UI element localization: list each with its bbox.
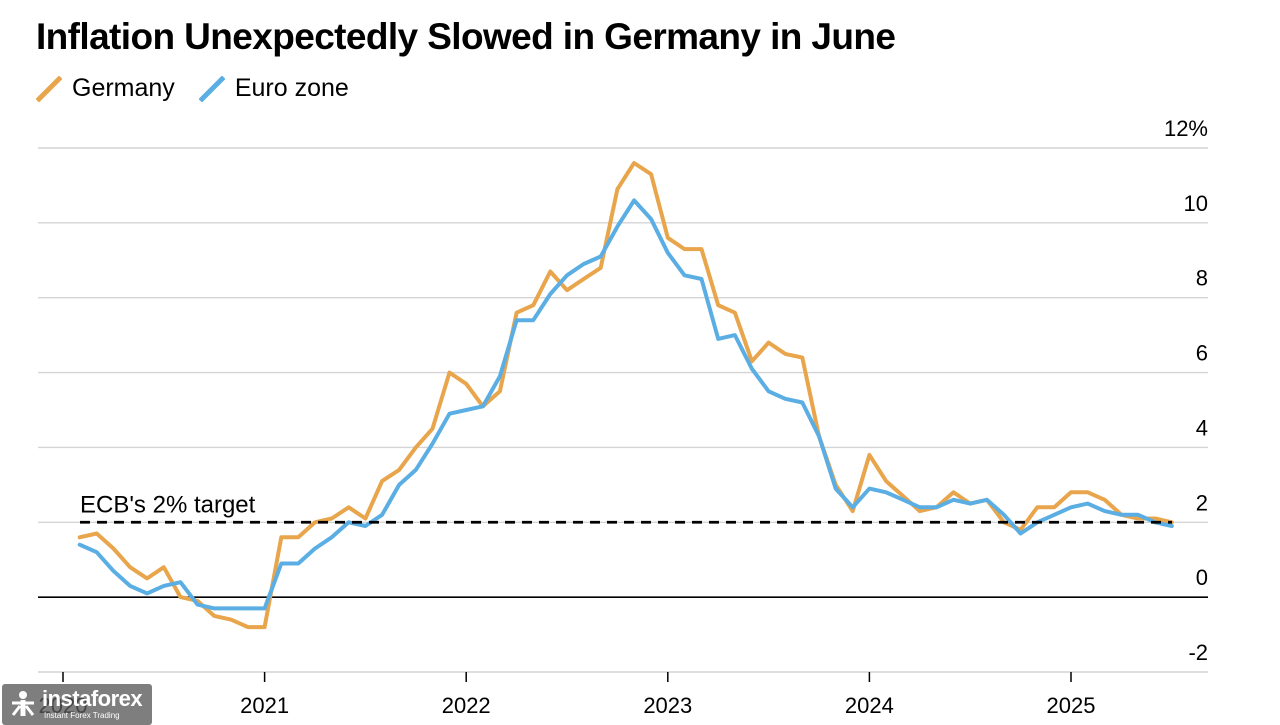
y-tick-label: 2 — [1196, 490, 1208, 515]
series-line-germany — [77, 161, 1174, 630]
grid-layer — [38, 147, 1208, 673]
legend-line-germany — [36, 75, 62, 102]
chart-legend: Germany Euro zone — [36, 74, 373, 103]
watermark-logo: instaforex — [42, 686, 143, 711]
legend-label-euro-zone: Euro zone — [234, 74, 349, 102]
x-tick-label: 2025 — [1047, 693, 1096, 718]
legend-label-germany: Germany — [72, 74, 175, 102]
x-tick-label: 2021 — [240, 693, 289, 718]
ecb-target-label: ECB's 2% target — [80, 491, 256, 518]
y-tick-label: -2 — [1188, 640, 1208, 665]
instaforex-logo-icon — [11, 691, 35, 716]
legend-line-euro-zone — [198, 75, 225, 102]
watermark: instaforex Instant Forex Trading — [2, 684, 152, 725]
y-tick-label: 10 — [1184, 191, 1208, 216]
chart-title: Inflation Unexpectedly Slowed in Germany… — [36, 16, 896, 57]
x-tick-label: 2022 — [442, 693, 491, 718]
x-tick-label: 2023 — [643, 693, 692, 718]
y-tick-label: 6 — [1196, 341, 1208, 366]
x-tick-label: 2024 — [845, 693, 894, 718]
legend-item-euro-zone: Euro zone — [198, 74, 349, 103]
series-layer — [77, 161, 1174, 630]
legend-swatch-germany — [36, 75, 62, 102]
y-tick-label: 4 — [1196, 415, 1208, 440]
y-tick-label: 0 — [1196, 565, 1208, 590]
legend-item-germany: Germany — [36, 74, 175, 103]
series-line-euro-zone — [77, 198, 1174, 611]
legend-swatch-euro-zone — [198, 75, 225, 102]
y-tick-label: 12% — [1164, 116, 1208, 141]
y-tick-label: 8 — [1196, 266, 1208, 291]
watermark-tagline: Instant Forex Trading — [44, 711, 120, 720]
target-layer: ECB's 2% target — [80, 491, 1172, 524]
